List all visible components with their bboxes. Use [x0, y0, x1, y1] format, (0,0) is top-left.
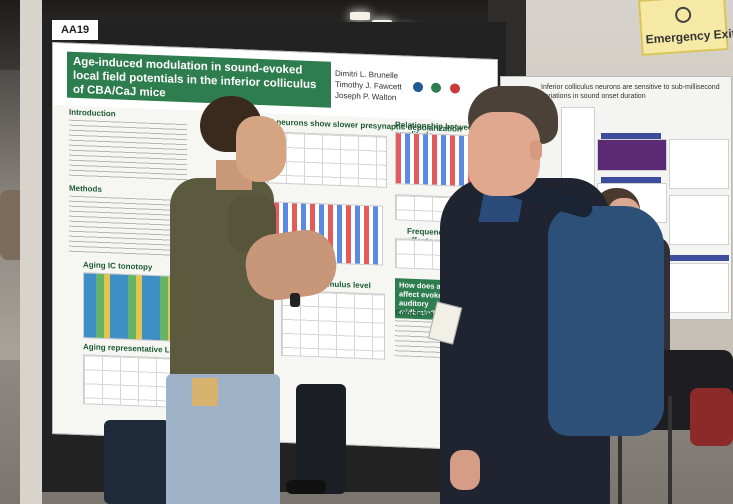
exit-sign-text: Emergency Exit [645, 26, 733, 47]
section-heading: Introduction [69, 107, 116, 119]
pocket-tag [192, 378, 218, 406]
right-figure [597, 139, 667, 171]
emergency-exit-sign: Emergency Exit [638, 0, 733, 56]
background-legs [296, 384, 346, 494]
lfp-figure [83, 354, 179, 408]
right-figure [669, 263, 729, 313]
section-heading: Aging IC tonotopy [83, 260, 153, 272]
intro-text [69, 119, 187, 185]
shoe [286, 480, 326, 494]
board-number: AA19 [52, 20, 98, 40]
exit-icon [674, 6, 692, 24]
red-bag [690, 388, 733, 446]
logo-icon [413, 81, 423, 93]
visitor-face [468, 112, 540, 196]
right-poster-title: Inferior colliculus neurons are sensitiv… [541, 84, 720, 100]
presenter-jeans [166, 374, 280, 504]
section-heading: Methods [69, 183, 102, 194]
poster-board-post [20, 0, 42, 504]
right-figure [669, 195, 729, 245]
visitor-backpack [548, 206, 664, 436]
ceiling-light [350, 12, 370, 20]
visitor-ear [530, 140, 542, 160]
background-legs [104, 420, 170, 504]
logo-icon [449, 83, 460, 94]
visitor-hand [450, 450, 480, 490]
presenter-face [236, 116, 286, 182]
chair [618, 396, 672, 504]
right-figure [669, 139, 729, 189]
right-figure [561, 107, 595, 187]
section-bar [601, 133, 661, 139]
section-bar [669, 255, 729, 261]
poster-authors: Dimitri L. Brunelle Timothy J. Fawcett J… [335, 68, 405, 104]
tonotopy-figure [83, 272, 179, 342]
watch-icon [290, 293, 300, 307]
logo-icon [431, 82, 442, 93]
section-bar [601, 177, 661, 183]
